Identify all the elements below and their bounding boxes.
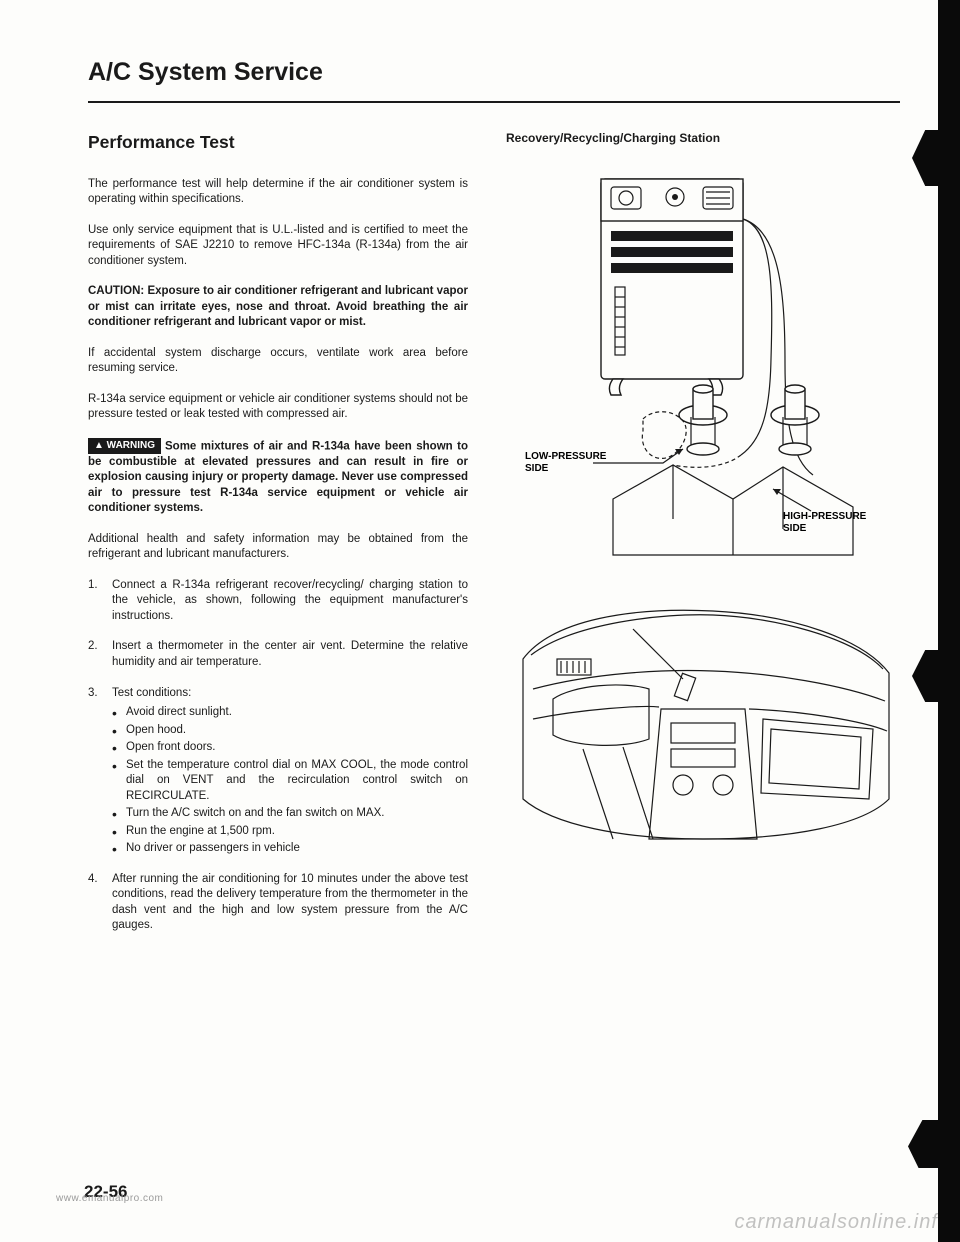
discharge-paragraph: If accidental system discharge occurs, v…	[88, 346, 468, 377]
high-pressure-label: HIGH-PRESSURE	[783, 511, 867, 522]
warning-paragraph: ▲ WARNINGSome mixtures of air and R-134a…	[88, 438, 468, 517]
condition-controls: Set the temperature control dial on MAX …	[112, 758, 468, 805]
station-illustration: LOW-PRESSURE SIDE HIGH-PRESSURE SIDE	[506, 159, 900, 559]
figure-caption: Recovery/Recycling/Charging Station	[506, 131, 900, 145]
pressure-test-paragraph: R-134a service equipment or vehicle air …	[88, 392, 468, 423]
intro-paragraph: The performance test will help determine…	[88, 177, 468, 208]
low-pressure-label: LOW-PRESSURE	[525, 451, 607, 462]
step-4: After running the air conditioning for 1…	[88, 872, 468, 934]
page-title: A/C System Service	[88, 58, 900, 87]
test-conditions-list: Avoid direct sunlight. Open hood. Open f…	[112, 705, 468, 857]
dashboard-illustration	[506, 589, 900, 849]
additional-info-paragraph: Additional health and safety information…	[88, 532, 468, 563]
right-column: Recovery/Recycling/Charging Station	[506, 131, 900, 949]
left-column: Performance Test The performance test wi…	[88, 131, 468, 949]
watermark-site: carmanualsonline.info	[734, 1211, 950, 1234]
low-side-label: SIDE	[525, 463, 549, 474]
step-3: Test conditions: Avoid direct sunlight. …	[88, 686, 468, 857]
condition-doors: Open front doors.	[112, 740, 468, 756]
warning-badge: ▲ WARNING	[88, 438, 161, 455]
step-3-lead: Test conditions:	[112, 687, 191, 699]
binder-edge	[938, 0, 960, 1242]
condition-occupants: No driver or passengers in vehicle	[112, 841, 468, 857]
step-1: Connect a R-134a refrigerant recover/rec…	[88, 578, 468, 625]
condition-rpm: Run the engine at 1,500 rpm.	[112, 824, 468, 840]
binder-tab-icon	[908, 1120, 956, 1168]
high-side-label: SIDE	[783, 523, 807, 534]
section-title: Performance Test	[88, 131, 468, 155]
condition-hood: Open hood.	[112, 723, 468, 739]
caution-paragraph: CAUTION: Exposure to air conditioner ref…	[88, 284, 468, 331]
title-rule	[88, 101, 900, 103]
watermark-source: www.emanualpro.com	[56, 1193, 163, 1204]
procedure-steps: Connect a R-134a refrigerant recover/rec…	[88, 578, 468, 934]
step-2: Insert a thermometer in the center air v…	[88, 639, 468, 670]
condition-switches: Turn the A/C switch on and the fan switc…	[112, 806, 468, 822]
condition-sunlight: Avoid direct sunlight.	[112, 705, 468, 721]
equipment-paragraph: Use only service equipment that is U.L.-…	[88, 223, 468, 270]
